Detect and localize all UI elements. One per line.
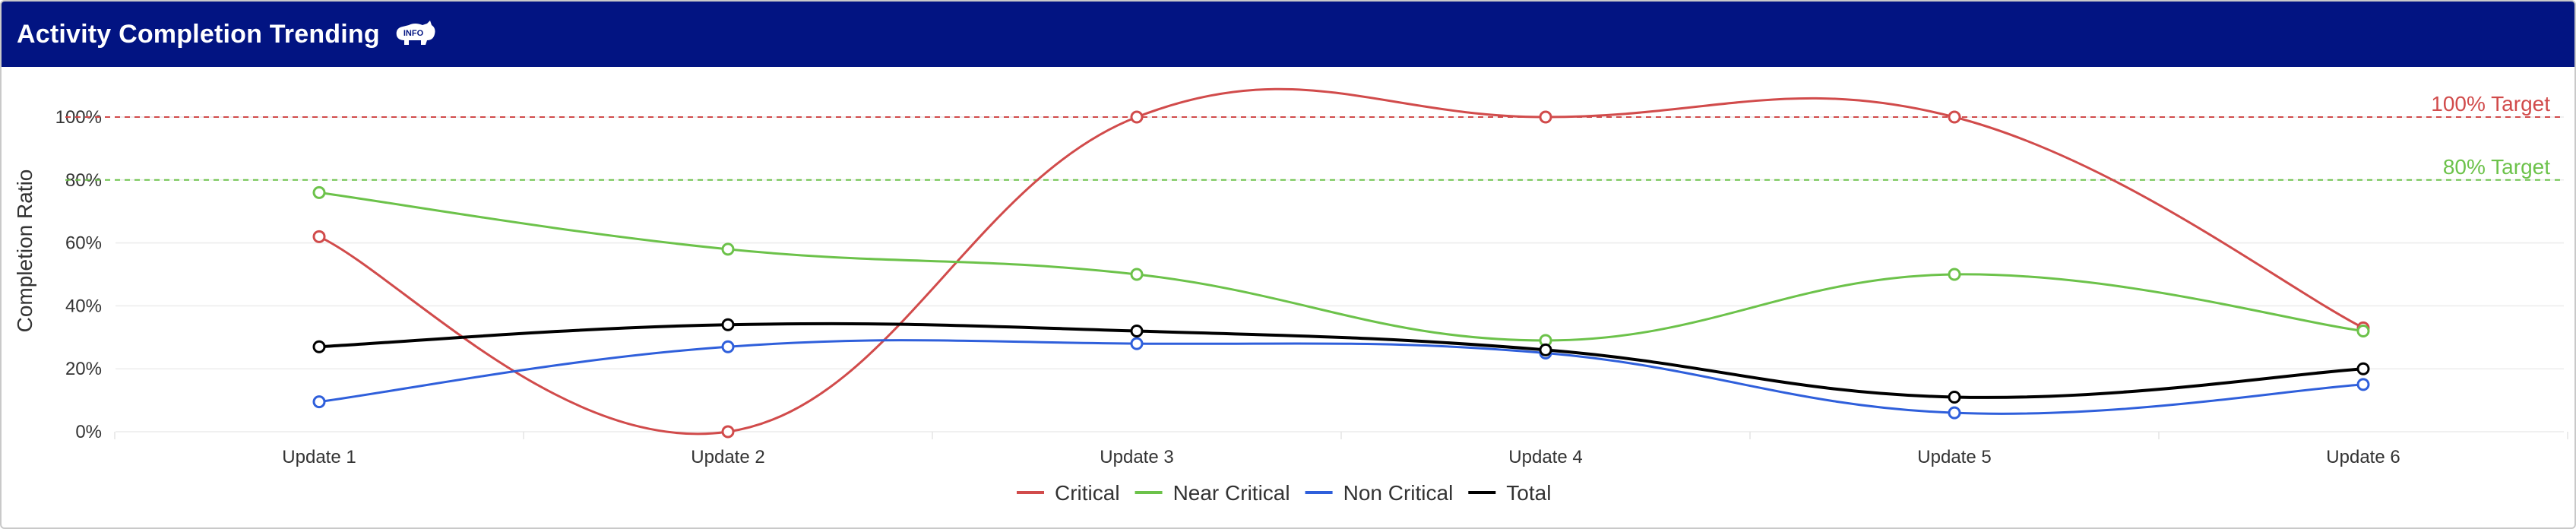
data-point[interactable] xyxy=(2356,362,2370,375)
y-tick-labels: 0%20%40%60%80%100% xyxy=(55,107,102,442)
series-lines xyxy=(312,87,2370,439)
x-tick-label: Update 3 xyxy=(1100,447,1173,467)
data-point[interactable] xyxy=(312,230,326,243)
y-tick-label: 20% xyxy=(65,359,102,379)
data-point[interactable] xyxy=(721,340,735,353)
data-point[interactable] xyxy=(312,340,326,353)
series-critical xyxy=(312,87,2370,439)
x-tick-labels: Update 1 Update 2 Update 3 Update 4 Update 5… xyxy=(282,447,2400,467)
data-point[interactable] xyxy=(1539,343,1552,356)
data-point[interactable] xyxy=(721,318,735,331)
x-tick-label: Update 4 xyxy=(1508,447,1582,467)
legend-item[interactable]: Non Critical xyxy=(1305,481,1454,505)
grid-lines xyxy=(114,116,2568,439)
data-point[interactable] xyxy=(721,242,735,256)
series-line xyxy=(318,191,2364,342)
legend-item[interactable]: Critical xyxy=(1017,481,1120,505)
data-point[interactable] xyxy=(1130,337,1144,350)
legend-label[interactable]: Total xyxy=(1506,481,1551,505)
data-point[interactable] xyxy=(1948,268,1961,281)
x-tick-label: Update 1 xyxy=(282,447,356,467)
data-point[interactable] xyxy=(1130,268,1144,281)
data-point[interactable] xyxy=(1130,110,1144,124)
legend-label[interactable]: Near Critical xyxy=(1173,481,1290,505)
info-icon-text: INFO xyxy=(403,29,424,38)
legend: Critical Near Critical Non Critical Total xyxy=(1017,481,1551,505)
completion-chart: 0%20%40%60%80%100% Update 1 Update 2 Updat… xyxy=(13,87,2568,505)
data-point[interactable] xyxy=(721,425,735,439)
legend-item[interactable]: Total xyxy=(1468,481,1551,505)
panel-title: Activity Completion Trending xyxy=(17,19,380,49)
series-line xyxy=(318,322,2364,399)
target-label: 80% Target xyxy=(2443,155,2550,179)
data-point[interactable] xyxy=(1948,390,1961,404)
data-point[interactable] xyxy=(312,395,326,409)
target-label: 100% Target xyxy=(2431,92,2550,116)
series-line xyxy=(318,87,2364,436)
data-point[interactable] xyxy=(2356,325,2370,338)
target-lines: 100% Target 80% Target xyxy=(65,92,2564,181)
legend-item[interactable]: Near Critical xyxy=(1135,481,1290,505)
data-point[interactable] xyxy=(1130,325,1144,338)
data-point[interactable] xyxy=(1948,406,1961,420)
data-point[interactable] xyxy=(2356,378,2370,391)
series-line xyxy=(318,339,2364,415)
data-point[interactable] xyxy=(1539,110,1552,124)
x-tick-label: Update 6 xyxy=(2326,447,2400,467)
series-non-critical xyxy=(312,337,2370,420)
legend-label[interactable]: Non Critical xyxy=(1343,481,1454,505)
panel-header: Activity Completion Trending INFO xyxy=(2,2,2574,67)
data-point[interactable] xyxy=(1948,110,1961,124)
x-tick-label: Update 5 xyxy=(1917,447,1991,467)
series-near-critical xyxy=(312,185,2370,347)
legend-label[interactable]: Critical xyxy=(1055,481,1120,505)
y-tick-label: 40% xyxy=(65,296,102,316)
y-axis-label: Completion Ratio xyxy=(13,169,36,333)
info-rhino-icon[interactable]: INFO xyxy=(392,19,438,49)
y-tick-label: 60% xyxy=(65,233,102,254)
series-total xyxy=(312,318,2370,404)
y-tick-label: 0% xyxy=(75,422,102,442)
x-tick-label: Update 2 xyxy=(691,447,764,467)
data-point[interactable] xyxy=(312,185,326,199)
